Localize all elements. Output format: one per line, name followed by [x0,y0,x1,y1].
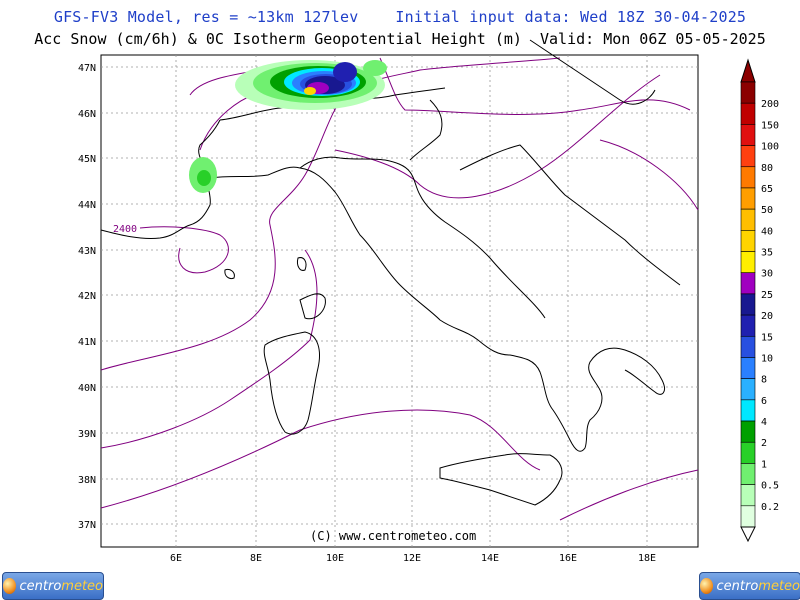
svg-text:45N: 45N [78,154,96,165]
legend-swatch [740,145,756,168]
isotherm-contours [100,57,699,521]
legend-swatch [740,166,756,189]
legend-swatch [740,251,756,274]
longitude-labels: 6E 8E 10E 12E 14E 16E 18E [170,553,656,564]
legend-level-label: 40 [761,226,773,237]
svg-text:37N: 37N [78,520,96,531]
legend-swatch [740,420,756,443]
legend-swatch [740,124,756,146]
legend-level-label: 30 [761,269,773,280]
svg-text:38N: 38N [78,475,96,486]
svg-text:40N: 40N [78,383,96,394]
coastlines-borders [100,39,681,506]
legend-level-label: 15 [761,332,773,343]
centrometeo-logo-left: centro meteo [2,572,104,600]
legend-level-label: 1 [761,459,767,470]
legend-swatch [740,81,756,104]
svg-text:18E: 18E [638,553,656,564]
svg-text:43N: 43N [78,246,96,257]
svg-text:14E: 14E [481,553,499,564]
legend-swatch [740,399,756,422]
svg-text:44N: 44N [78,200,96,211]
legend-swatch [740,463,756,485]
svg-text:6E: 6E [170,553,182,564]
svg-text:16E: 16E [559,553,577,564]
contour-label: 2400 [113,224,137,235]
legend-swatch [740,272,756,295]
legend-level-label: 50 [761,205,773,216]
model-info-title: GFS-FV3 Model, res = ~13km 127lev Initia… [53,8,747,26]
legend-swatch [740,357,756,379]
centrometeo-logo-right: centro meteo [699,572,800,600]
legend-level-label: 35 [761,248,773,259]
legend-level-label: 6 [761,396,767,407]
svg-text:47N: 47N [78,63,96,74]
legend-swatch [740,187,756,210]
map-frame [100,54,699,548]
logo-accent: meteo [758,578,800,594]
legend-arrow-top [740,58,756,83]
svg-text:8E: 8E [250,553,262,564]
snow-accumulation [189,60,387,193]
logo-accent: meteo [61,578,103,594]
field-valid-title: Acc Snow (cm/6h) & 0C Isotherm Geopotent… [34,30,766,48]
svg-text:46N: 46N [78,109,96,120]
legend-level-label: 10 [761,353,773,364]
legend-level-label: 0.2 [761,502,779,513]
legend-level-label: 150 [761,120,779,131]
svg-text:41N: 41N [78,337,96,348]
legend-level-label: 80 [761,163,773,174]
legend-level-label: 0.5 [761,481,779,492]
legend-swatch [740,378,756,401]
legend-arrow-bottom [740,526,756,543]
svg-text:42N: 42N [78,291,96,302]
legend-swatch [740,484,756,507]
legend-swatch [740,293,756,316]
legend-level-label: 200 [761,99,779,110]
legend-level-label: 65 [761,184,773,195]
svg-text:39N: 39N [78,429,96,440]
copyright-text: (C) www.centrometeo.com [310,529,476,543]
logo-name: centro [716,578,759,594]
legend-swatch [740,441,756,464]
svg-text:10E: 10E [326,553,344,564]
legend-swatch [740,505,756,528]
legend-level-label: 20 [761,311,773,322]
legend-swatch [740,335,756,358]
latitude-labels: 47N 46N 45N 44N 43N 42N 41N 40N 39N 38N … [78,63,96,531]
globe-icon [3,578,16,594]
legend-swatch [740,102,756,125]
logo-name: centro [19,578,62,594]
legend-swatch [740,230,756,252]
graticule [101,55,698,547]
legend-swatch [740,208,756,231]
legend-swatch [740,314,756,337]
legend-level-label: 4 [761,417,767,428]
legend-level-label: 2 [761,438,767,449]
legend-level-label: 8 [761,375,767,386]
color-legend: 200 150 100 80 65 50 40 35 30 25 20 15 10 8 6 4 2 1 0.5 0.2 [740,58,779,543]
legend-level-label: 100 [761,142,779,153]
svg-text:12E: 12E [403,553,421,564]
legend-level-label: 25 [761,290,773,301]
globe-icon [700,578,713,594]
